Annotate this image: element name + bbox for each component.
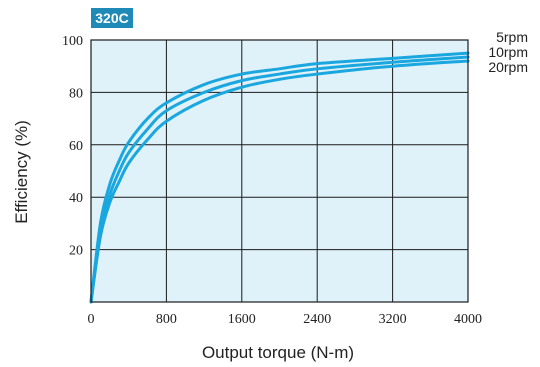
chart-badge-background — [91, 8, 133, 28]
x-axis-title: Output torque (N-m) — [202, 343, 354, 362]
y-tick-label: 80 — [69, 86, 83, 101]
y-tick-label: 60 — [69, 139, 83, 154]
chart-badge-label: 320C — [95, 10, 128, 26]
chart-badge: 320C — [91, 8, 133, 28]
legend-label-5rpm: 5rpm — [496, 29, 528, 45]
plot-area — [91, 40, 468, 302]
x-tick-label: 1600 — [228, 312, 256, 327]
y-tick-label: 40 — [69, 191, 83, 206]
grid-lines — [91, 40, 468, 302]
y-axis-ticks: 20 40 60 80 100 — [62, 34, 83, 259]
legend-label-20rpm: 20rpm — [488, 59, 528, 75]
series-lines — [89, 51, 470, 304]
y-axis-title: Efficiency (%) — [12, 120, 31, 224]
x-tick-label: 800 — [156, 312, 177, 327]
series-line-10rpm — [89, 55, 470, 304]
legend-label-10rpm: 10rpm — [488, 44, 528, 60]
series-line-5rpm — [89, 51, 470, 304]
series-line-20rpm — [89, 59, 470, 304]
plot-frame — [90, 39, 469, 303]
y-tick-label: 20 — [69, 244, 83, 259]
x-tick-label: 3200 — [379, 312, 407, 327]
x-tick-label: 0 — [88, 312, 95, 327]
x-tick-label: 2400 — [303, 312, 331, 327]
x-tick-label: 4000 — [454, 312, 482, 327]
y-tick-label: 100 — [62, 34, 83, 49]
x-axis-ticks: 0 800 1600 2400 3200 4000 — [88, 312, 483, 327]
